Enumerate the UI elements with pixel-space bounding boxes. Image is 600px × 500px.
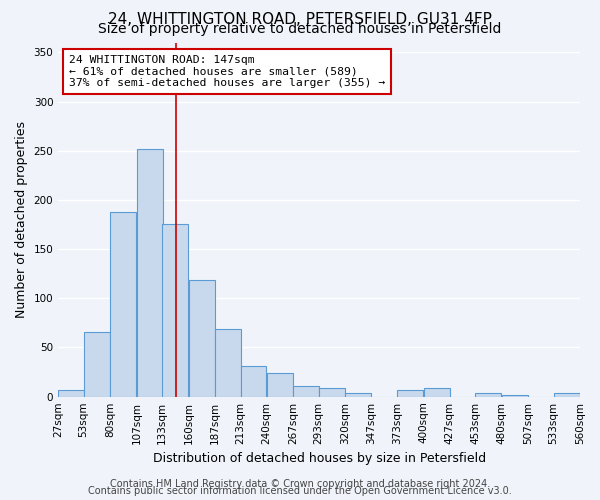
Text: Contains public sector information licensed under the Open Government Licence v3: Contains public sector information licen… (88, 486, 512, 496)
Bar (502, 394, 528, 396)
Y-axis label: Number of detached properties: Number of detached properties (15, 121, 28, 318)
Text: Contains HM Land Registry data © Crown copyright and database right 2024.: Contains HM Land Registry data © Crown c… (110, 479, 490, 489)
Bar (162, 224, 188, 396)
X-axis label: Distribution of detached houses by size in Petersfield: Distribution of detached houses by size … (152, 452, 485, 465)
Bar (397, 390, 423, 396)
Bar (554, 392, 580, 396)
Bar (241, 366, 266, 396)
Text: 24, WHITTINGTON ROAD, PETERSFIELD, GU31 4FP: 24, WHITTINGTON ROAD, PETERSFIELD, GU31 … (108, 12, 492, 28)
Text: 24 WHITTINGTON ROAD: 147sqm
← 61% of detached houses are smaller (589)
37% of se: 24 WHITTINGTON ROAD: 147sqm ← 61% of det… (68, 55, 385, 88)
Bar (215, 329, 241, 396)
Bar (188, 280, 215, 396)
Bar (319, 388, 345, 396)
Bar (137, 149, 163, 396)
Bar (267, 373, 293, 396)
Bar (110, 212, 136, 396)
Bar (345, 392, 371, 396)
Bar (84, 332, 110, 396)
Bar (475, 392, 502, 396)
Bar (293, 386, 319, 396)
Bar (424, 388, 449, 396)
Bar (58, 390, 85, 396)
Text: Size of property relative to detached houses in Petersfield: Size of property relative to detached ho… (98, 22, 502, 36)
